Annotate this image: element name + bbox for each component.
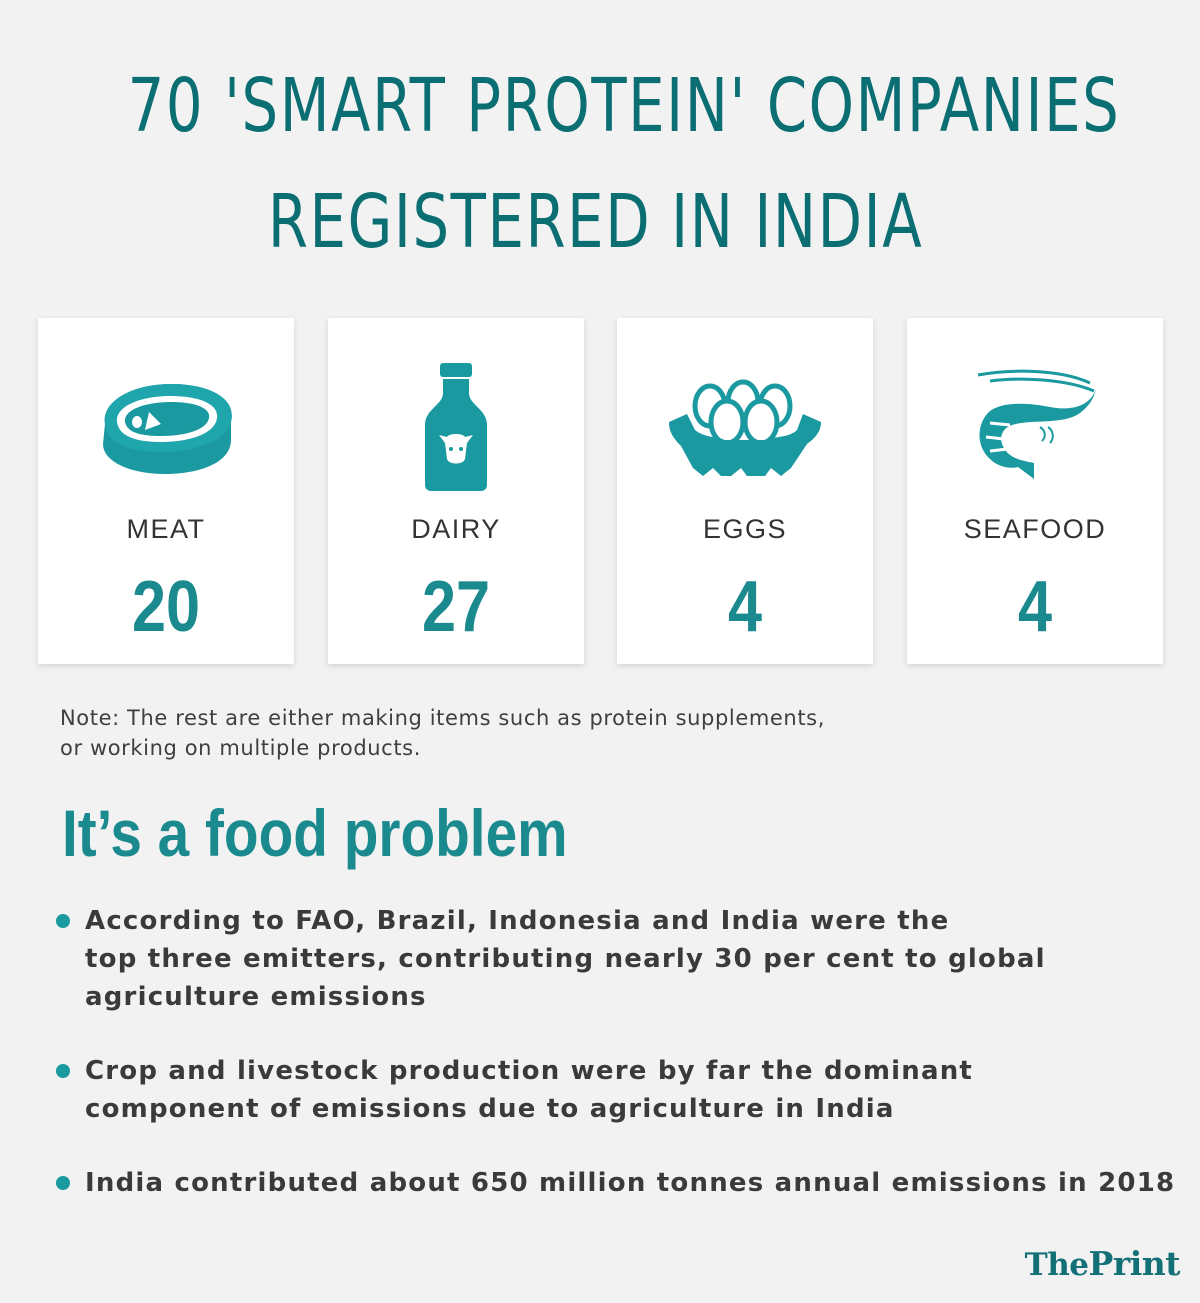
bullet-line: top three emitters, contributing nearly …: [85, 944, 1046, 974]
bullet-line: Crop and livestock production were by fa…: [85, 1056, 974, 1086]
footnote-line-2: or working on multiple products.: [60, 736, 421, 760]
bullet-line: According to FAO, Brazil, Indonesia and …: [85, 906, 950, 936]
title-line-2: REGISTERED IN INDIA: [267, 179, 924, 265]
footnote: Note: The rest are either making items s…: [60, 703, 825, 763]
bullet-line: India contributed about 650 million tonn…: [85, 1168, 1176, 1198]
bullet-line: component of emissions due to agricultur…: [85, 1094, 895, 1124]
card-eggs: EGGS 4: [617, 318, 873, 664]
milk-bottle-icon: [328, 342, 584, 512]
category-count: 20: [131, 567, 201, 647]
category-count: 4: [1017, 567, 1053, 647]
bullet-dot-icon: [56, 1064, 70, 1078]
category-cards: MEAT 20 DAIRY 27: [38, 318, 1164, 664]
bullet-line: agriculture emissions: [85, 982, 427, 1012]
bullet-text: Crop and livestock production were by fa…: [85, 1052, 973, 1128]
bullet-dot-icon: [56, 1176, 70, 1190]
category-label: SEAFOOD: [963, 514, 1107, 544]
section-heading: It’s a food problem: [62, 796, 568, 870]
title-line-1: 70 'SMART PROTEIN' COMPANIES: [127, 63, 1121, 149]
category-label: MEAT: [126, 514, 206, 544]
brand-logo: ThePrint: [1024, 1244, 1181, 1283]
egg-carton-icon: [617, 342, 873, 512]
shrimp-icon: [907, 342, 1163, 512]
card-meat: MEAT 20: [38, 318, 294, 664]
brand-logo-the: The: [1024, 1247, 1089, 1283]
category-count: 27: [421, 567, 491, 647]
category-label: EGGS: [702, 514, 788, 544]
bullet-text: India contributed about 650 million tonn…: [85, 1164, 1175, 1202]
brand-logo-print: Print: [1088, 1244, 1181, 1283]
category-label: DAIRY: [411, 514, 501, 544]
bullet-text: According to FAO, Brazil, Indonesia and …: [85, 902, 1046, 1016]
page-title: 70 'SMART PROTEIN' COMPANIES REGISTERED …: [127, 48, 1121, 280]
steak-icon: [38, 342, 294, 512]
footnote-line-1: Note: The rest are either making items s…: [60, 706, 825, 730]
category-count: 4: [727, 567, 763, 647]
card-dairy: DAIRY 27: [328, 318, 584, 664]
bullet-dot-icon: [56, 914, 70, 928]
card-seafood: SEAFOOD 4: [907, 318, 1163, 664]
